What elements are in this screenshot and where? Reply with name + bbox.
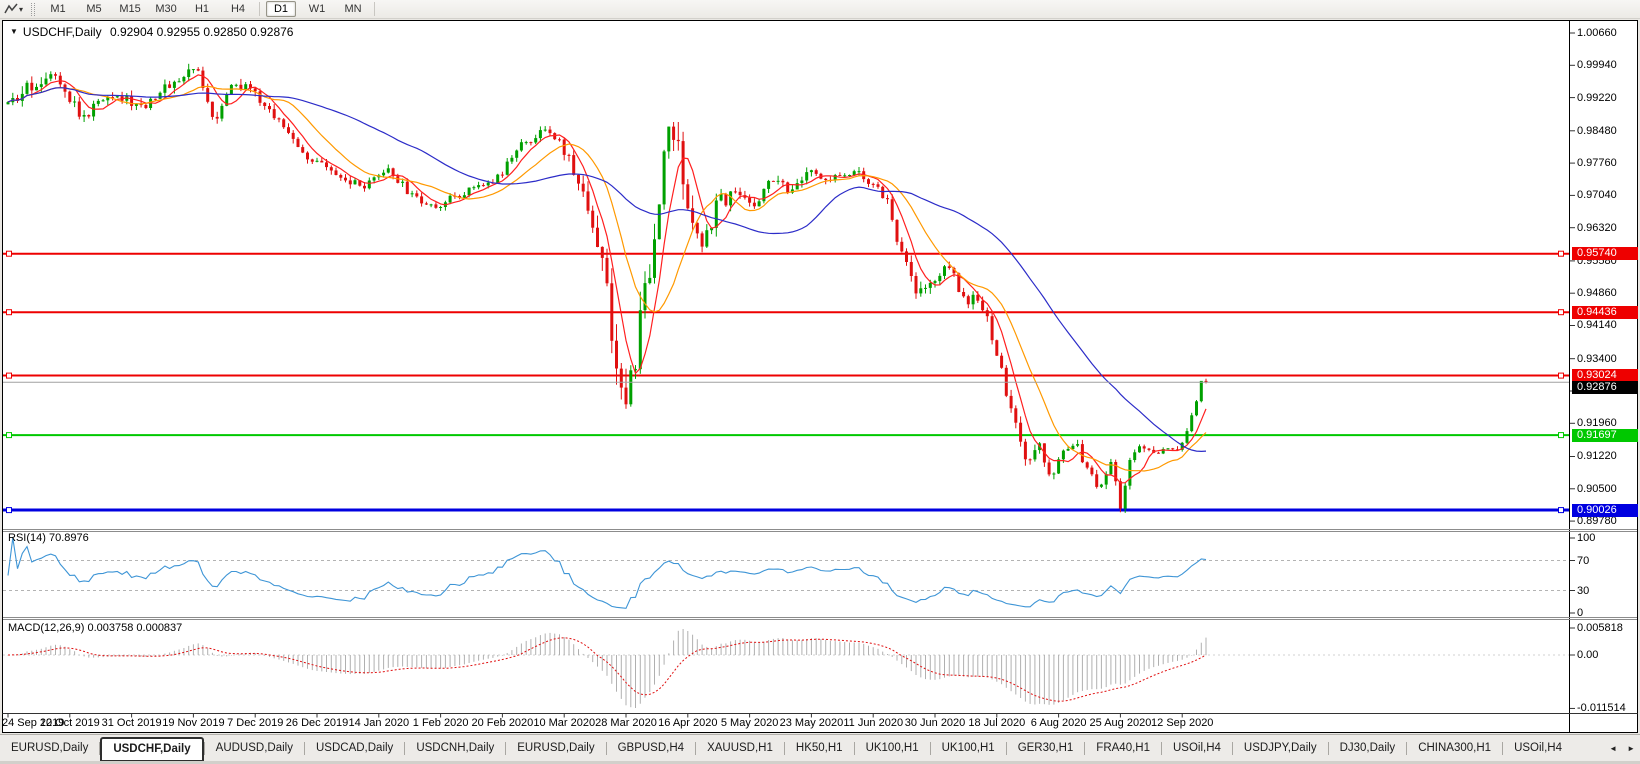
window-menu-icon[interactable]: ▼ bbox=[10, 27, 18, 36]
tab-separator bbox=[1160, 741, 1162, 755]
chart-tab-hk50-h1[interactable]: HK50,H1 bbox=[795, 742, 843, 754]
timeframe-button-m30[interactable]: M30 bbox=[155, 3, 177, 15]
chart-tab-uk100-h1[interactable]: UK100,H1 bbox=[865, 742, 919, 754]
tab-separator bbox=[505, 741, 507, 755]
chart-tab-usoil-h4[interactable]: USOil,H4 bbox=[1514, 742, 1562, 754]
tab-separator bbox=[303, 741, 305, 755]
tab-separator bbox=[695, 741, 697, 755]
timeframe-button-w1[interactable]: W1 bbox=[308, 3, 326, 15]
line-studies-icon[interactable] bbox=[4, 2, 18, 16]
chart-title: ▼ USDCHF,Daily 0.92904 0.92955 0.92850 0.… bbox=[10, 25, 293, 39]
tab-separator bbox=[203, 741, 205, 755]
chart-tab-eurusd-daily[interactable]: EURUSD,Daily bbox=[11, 742, 89, 754]
tab-scroll-right-icon[interactable]: ► bbox=[1627, 743, 1635, 753]
timeframe-button-m5[interactable]: M5 bbox=[86, 3, 102, 15]
chart-tab-eurusd-daily[interactable]: EURUSD,Daily bbox=[517, 742, 595, 754]
chart-tab-dj30-daily[interactable]: DJ30,Daily bbox=[1339, 742, 1396, 754]
chart-tab-xauusd-h1[interactable]: XAUUSD,H1 bbox=[707, 742, 773, 754]
window-bottom-edge bbox=[0, 761, 1640, 764]
chart-symbol-label: USDCHF,Daily bbox=[22, 25, 102, 39]
timeframe-button-m15[interactable]: M15 bbox=[119, 3, 141, 15]
tab-separator bbox=[1502, 741, 1504, 755]
timeframe-button-group: M1 M5 M15 M30 H1 H4 D1 W1 MN bbox=[40, 1, 378, 17]
tab-separator bbox=[99, 741, 101, 755]
chart-ohlc-values: 0.92904 0.92955 0.92850 0.92876 bbox=[109, 25, 294, 39]
macd-indicator-label: MACD(12,26,9) 0.003758 0.000837 bbox=[8, 622, 183, 634]
tab-separator bbox=[404, 741, 406, 755]
tab-separator bbox=[783, 741, 785, 755]
chart-tab-usdjpy-daily[interactable]: USDJPY,Daily bbox=[1243, 742, 1317, 754]
chart-tab-ger30-h1[interactable]: GER30,H1 bbox=[1017, 742, 1074, 754]
timeframe-button-d1[interactable]: D1 bbox=[266, 1, 297, 17]
chart-tab-usoil-h4[interactable]: USOil,H4 bbox=[1172, 742, 1221, 754]
tab-separator bbox=[605, 741, 607, 755]
timeframe-button-h4[interactable]: H4 bbox=[230, 3, 246, 15]
timeframe-button-h1[interactable]: H1 bbox=[194, 3, 210, 15]
chart-tab-gbpusd-h4[interactable]: GBPUSD,H4 bbox=[617, 742, 685, 754]
chart-tab-usdcnh-daily[interactable]: USDCNH,Daily bbox=[416, 742, 495, 754]
timeframe-button-m1[interactable]: M1 bbox=[50, 3, 66, 15]
toolbar-dropdown-caret-icon[interactable]: ▾ bbox=[19, 4, 24, 14]
timeframe-button-mn[interactable]: MN bbox=[344, 3, 362, 15]
toolbar-separator bbox=[259, 2, 261, 16]
chart-tab-audusd-daily[interactable]: AUDUSD,Daily bbox=[215, 742, 293, 754]
tab-separator bbox=[853, 741, 855, 755]
chart-tab-uk100-h1[interactable]: UK100,H1 bbox=[941, 742, 995, 754]
tab-separator bbox=[1406, 741, 1408, 755]
tab-scroll-left-icon[interactable]: ◄ bbox=[1609, 743, 1618, 753]
chart-tab-usdchf-daily[interactable]: USDCHF,Daily bbox=[100, 736, 204, 762]
tab-separator bbox=[1327, 741, 1329, 755]
chart-tab-china300-h1[interactable]: CHINA300,H1 bbox=[1418, 742, 1492, 754]
chart-tab-usdcad-daily[interactable]: USDCAD,Daily bbox=[315, 742, 394, 754]
toolbar-separator bbox=[374, 2, 376, 16]
tab-separator bbox=[929, 741, 931, 755]
toolbar-grip-handle bbox=[31, 2, 36, 16]
tab-separator bbox=[1231, 741, 1233, 755]
rsi-indicator-label: RSI(14) 70.8976 bbox=[8, 532, 89, 544]
tab-separator bbox=[1005, 741, 1007, 755]
chart-tab-bar: EURUSD,Daily USDCHF,Daily AUDUSD,Daily USDC… bbox=[0, 734, 1640, 762]
tab-separator bbox=[1084, 741, 1086, 755]
top-toolbar: ▾ M1 M5 M15 M30 H1 H4 D1 W1 MN bbox=[0, 0, 1640, 19]
chart-tab-fra40-h1[interactable]: FRA40,H1 bbox=[1096, 742, 1150, 754]
